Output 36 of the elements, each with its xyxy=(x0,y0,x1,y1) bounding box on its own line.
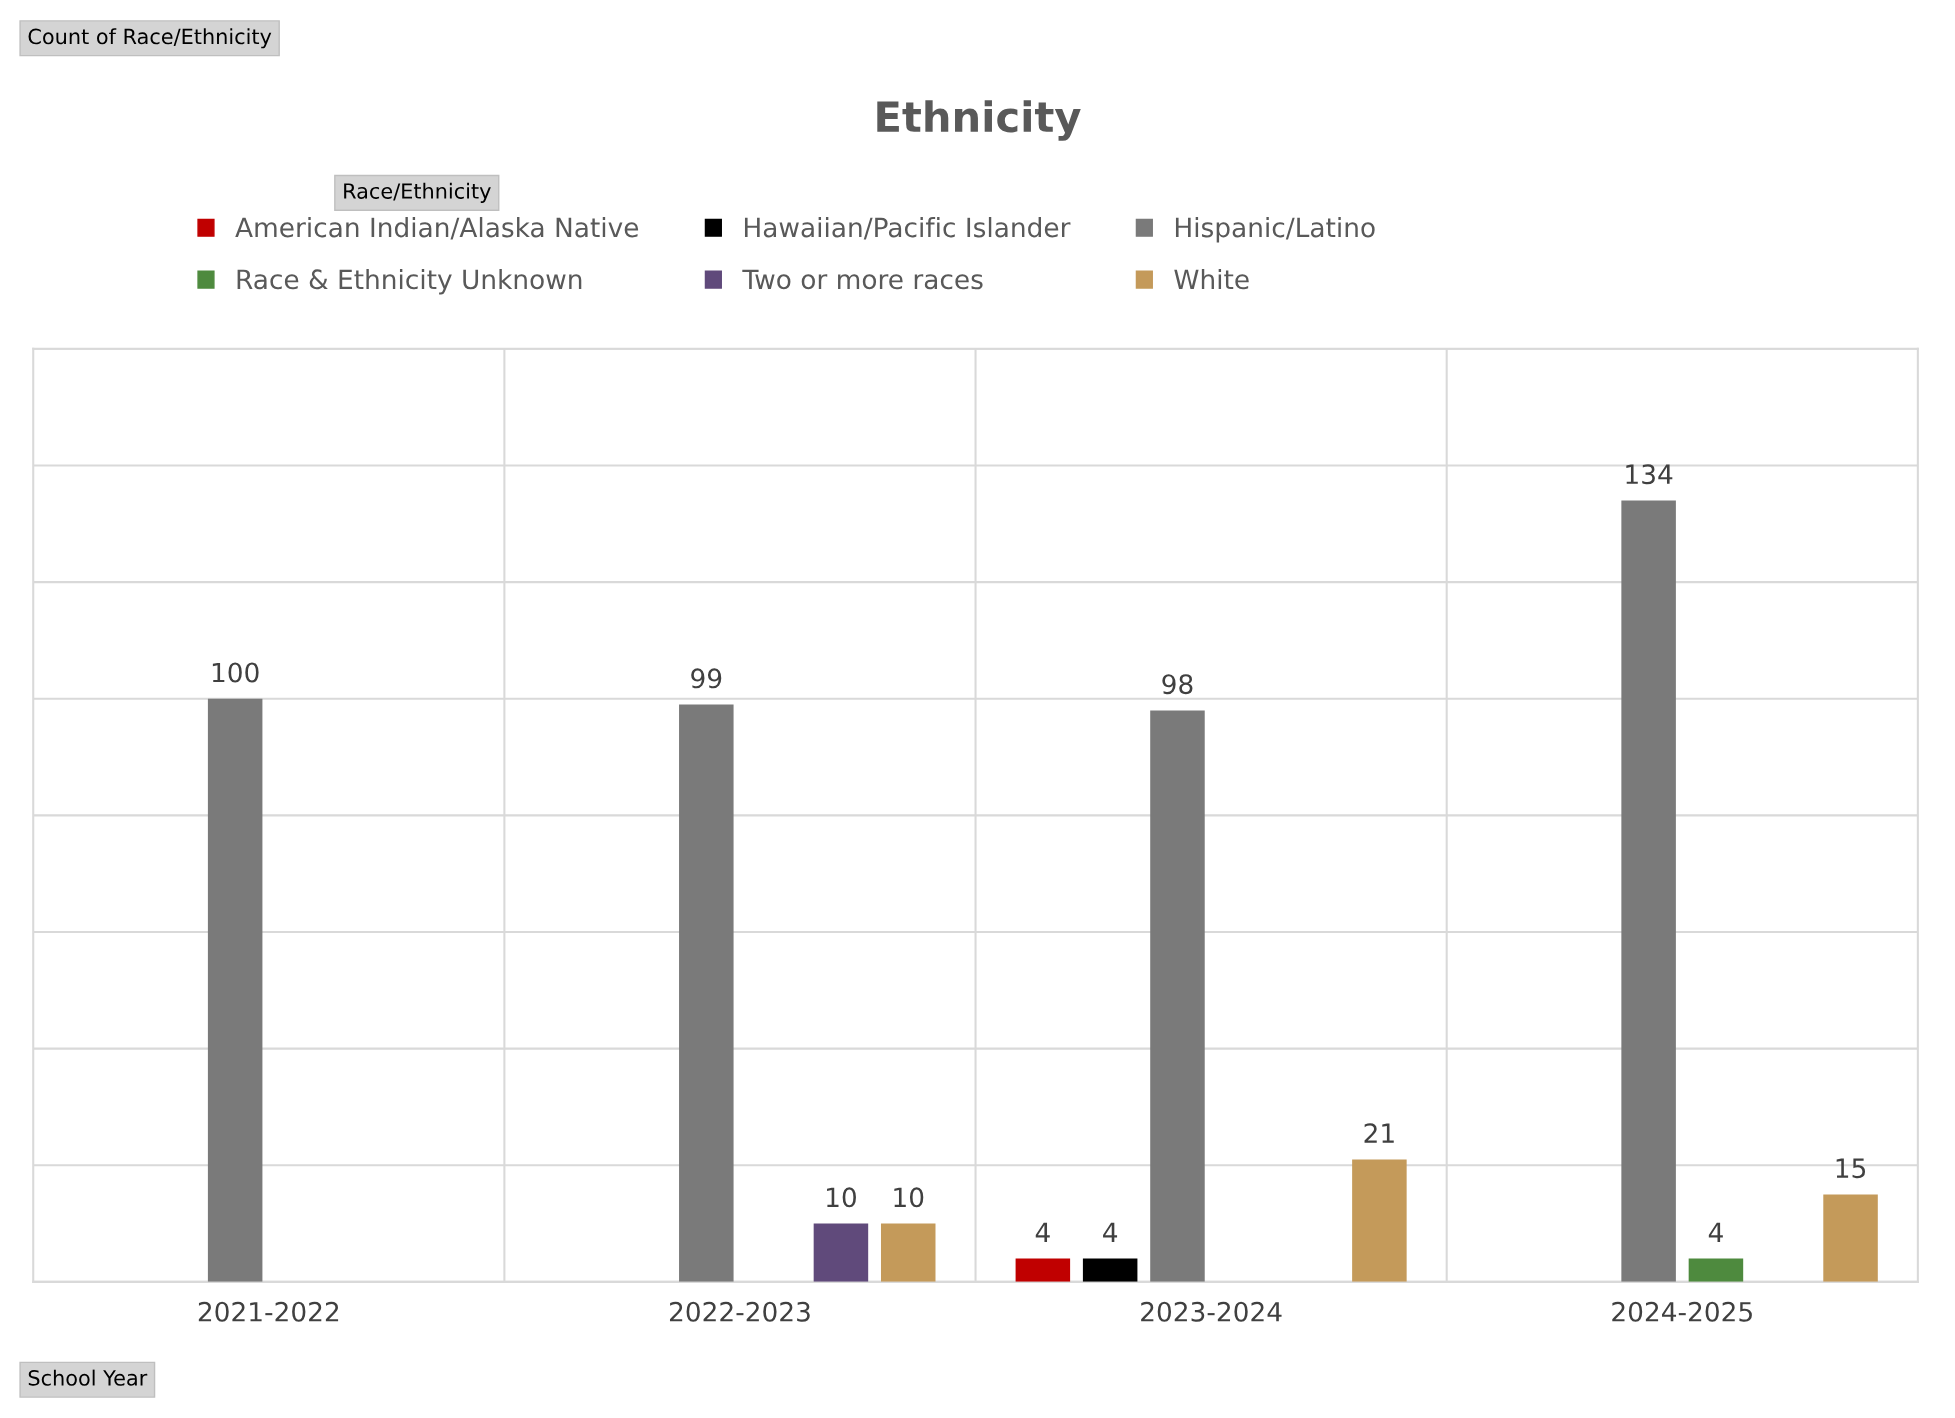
legend-title: Race/Ethnicity xyxy=(344,182,491,203)
text: Count of Race/Ethnicity xyxy=(28,28,272,49)
bar xyxy=(880,1223,936,1282)
x-tick-label: 2024-2025 xyxy=(1612,1301,1752,1322)
bar xyxy=(1015,1258,1071,1282)
data-label: 99 xyxy=(691,668,722,689)
bar xyxy=(207,698,263,1282)
bar xyxy=(679,704,734,1282)
legend-label: White xyxy=(1174,268,1249,290)
bar xyxy=(1688,1258,1744,1282)
x-tick-label: 2023-2024 xyxy=(1141,1301,1282,1322)
legend-label: Hawaiian/Pacific Islander xyxy=(744,216,1071,240)
x-tick-label: 2022-2023 xyxy=(669,1301,810,1322)
bar xyxy=(813,1223,869,1282)
bar xyxy=(1150,710,1205,1282)
legend-label: Race & Ethnicity Unknown xyxy=(237,268,582,295)
bar xyxy=(1621,500,1676,1282)
legend-label: American Indian/Alaska Native xyxy=(235,216,639,240)
x-tick-label: 2021-2022 xyxy=(198,1301,339,1322)
data-label: 4 xyxy=(1035,1222,1050,1242)
data-label: 4 xyxy=(1708,1222,1723,1242)
data-label: 4 xyxy=(1103,1222,1118,1242)
legend-label: Two or more races xyxy=(742,269,983,290)
legend-label: Hispanic/Latino xyxy=(1175,216,1375,243)
data-label: 98 xyxy=(1162,674,1193,695)
data-label: 15 xyxy=(1836,1158,1866,1179)
bar xyxy=(1082,1258,1138,1282)
data-label: 10 xyxy=(827,1187,856,1208)
data-label: 134 xyxy=(1626,464,1673,485)
chart-title: Ethnicity xyxy=(877,100,1081,141)
data-label: 10 xyxy=(894,1187,924,1208)
bar xyxy=(1352,1159,1407,1282)
x-axis-title: School Year xyxy=(28,1369,148,1386)
bar xyxy=(1823,1194,1878,1282)
data-label: 100 xyxy=(212,662,259,683)
data-label: 21 xyxy=(1364,1123,1394,1143)
